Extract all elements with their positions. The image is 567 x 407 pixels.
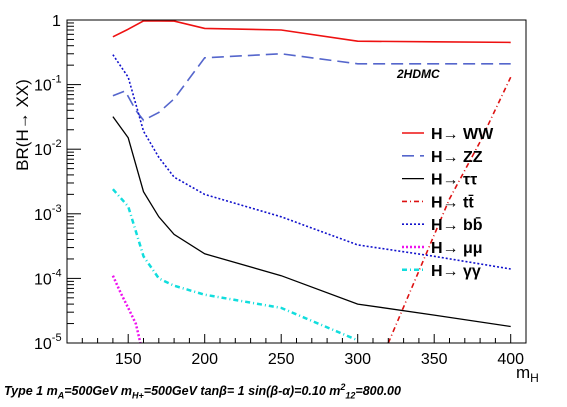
x-tick-label: 400: [497, 351, 524, 368]
x-axis-label-sub: H: [530, 371, 539, 385]
legend-label: H→ WW: [431, 126, 494, 143]
legend-label: H→ ZZ: [431, 149, 483, 166]
series-line-2: [112, 116, 511, 328]
caption-sup-12: 2: [340, 382, 346, 392]
parameter-caption: Type 1 mA=500GeV mH+=500GeV tanβ= 1 sin(…: [4, 382, 564, 404]
axis-ticks: 150 200 250 300 350 400 10-5 10-4 10-3 10-2 10-1 1: [34, 13, 527, 368]
caption-mid1: =500GeV m: [64, 384, 132, 399]
x-tick-label: 350: [421, 351, 448, 368]
caption-sub-12: 12: [345, 390, 356, 401]
caption-sub-a: A: [57, 390, 65, 401]
legend: H→ WW H→ ZZ H→ ττ H→ tt̄ H→ bb̄ H→ μμ H→ γγ: [402, 126, 494, 280]
x-tick-label: 250: [268, 351, 295, 368]
series-line-5: [111, 275, 142, 343]
y-tick-label: 10-3: [34, 203, 62, 224]
legend-label: H→ tt̄: [431, 193, 474, 211]
y-axis-label: BR(H→ XX): [13, 79, 32, 171]
caption-prefix: Type 1 m: [4, 384, 58, 399]
series-line-6: [111, 188, 359, 342]
series-line-4: [112, 54, 511, 270]
series-line-3: [387, 76, 512, 343]
series-line-1: [112, 52, 511, 122]
legend-label: H→ bb̄: [431, 215, 483, 234]
x-axis-label-main: m: [516, 363, 530, 382]
caption-mid2: =500GeV tanβ= 1 sin(β-α)=0.10 m: [143, 384, 341, 399]
series-layer: [111, 20, 512, 343]
x-tick-label: 150: [115, 351, 142, 368]
x-axis-label: mH: [516, 363, 539, 385]
y-tick-label: 10-5: [34, 332, 62, 353]
watermark-2hdmc: 2HDMC: [396, 67, 440, 81]
caption-suffix: =800.00: [355, 384, 401, 399]
y-tick-label: 10-1: [34, 74, 62, 95]
legend-label: H→ μμ: [431, 240, 483, 257]
y-tick-label: 10-4: [34, 267, 62, 288]
caption-sub-hp: H+: [132, 390, 144, 401]
x-tick-label: 300: [344, 351, 371, 368]
legend-label: H→ γγ: [431, 263, 481, 280]
y-tick-label: 1: [52, 13, 61, 30]
series-line-0: [112, 20, 511, 44]
y-tick-label: 10-2: [34, 138, 62, 159]
legend-label: H→ ττ: [431, 172, 477, 189]
x-tick-label: 200: [191, 351, 218, 368]
